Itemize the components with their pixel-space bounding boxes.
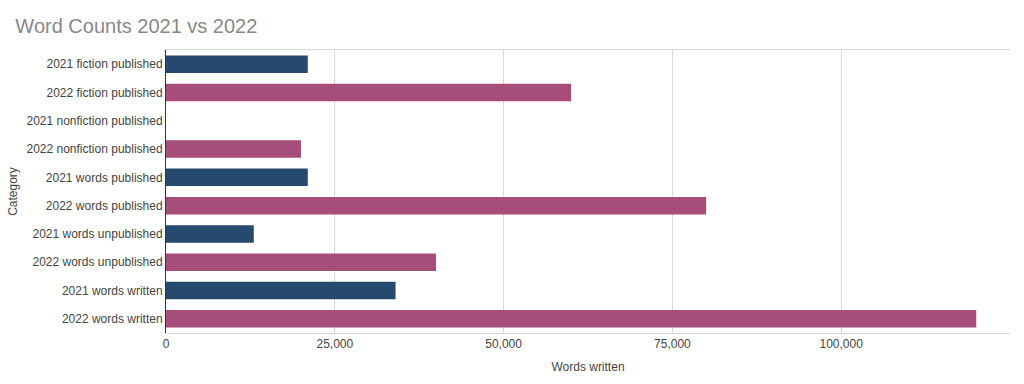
- svg-text:2022 words unpublished: 2022 words unpublished: [32, 255, 162, 269]
- svg-text:Words written: Words written: [551, 360, 624, 374]
- svg-text:50,000: 50,000: [485, 337, 522, 351]
- svg-text:2022 nonfiction published: 2022 nonfiction published: [26, 142, 162, 156]
- svg-text:0: 0: [163, 337, 170, 351]
- svg-text:2021 words published: 2021 words published: [46, 171, 163, 185]
- svg-text:25,000: 25,000: [316, 337, 353, 351]
- svg-text:2021 words written: 2021 words written: [62, 284, 163, 298]
- svg-text:75,000: 75,000: [654, 337, 691, 351]
- svg-text:Word Counts 2021 vs 2022: Word Counts 2021 vs 2022: [15, 15, 257, 37]
- svg-text:2022 words published: 2022 words published: [46, 199, 163, 213]
- svg-text:2022 fiction published: 2022 fiction published: [47, 86, 163, 100]
- svg-text:100,000: 100,000: [820, 337, 864, 351]
- svg-text:2021 nonfiction published: 2021 nonfiction published: [26, 114, 162, 128]
- svg-text:2021 fiction published: 2021 fiction published: [47, 57, 163, 71]
- svg-text:Category: Category: [6, 167, 20, 216]
- svg-text:2021 words unpublished: 2021 words unpublished: [32, 227, 162, 241]
- svg-text:2022 words written: 2022 words written: [62, 312, 163, 326]
